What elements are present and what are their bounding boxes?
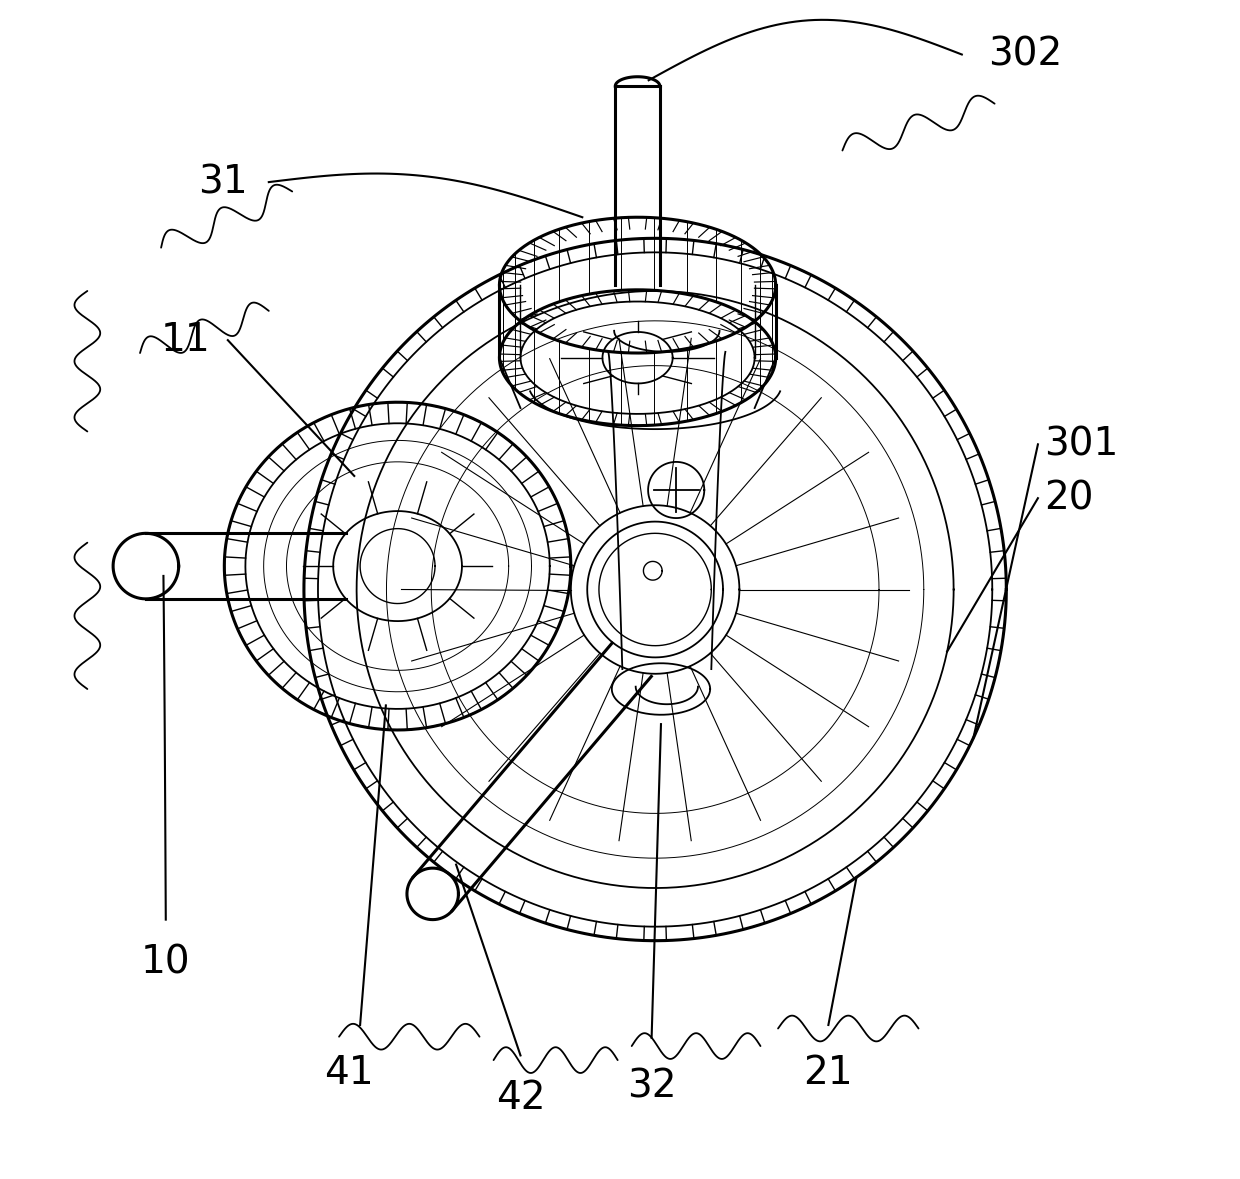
Text: 11: 11 xyxy=(160,321,211,360)
Text: 301: 301 xyxy=(1044,426,1118,463)
Text: 31: 31 xyxy=(198,163,248,202)
Text: 41: 41 xyxy=(324,1054,373,1092)
Text: 10: 10 xyxy=(141,943,191,981)
Text: 20: 20 xyxy=(1044,479,1094,518)
Text: 32: 32 xyxy=(627,1067,676,1105)
Text: 42: 42 xyxy=(496,1079,546,1117)
Text: 21: 21 xyxy=(804,1054,853,1092)
Text: 302: 302 xyxy=(987,35,1061,73)
